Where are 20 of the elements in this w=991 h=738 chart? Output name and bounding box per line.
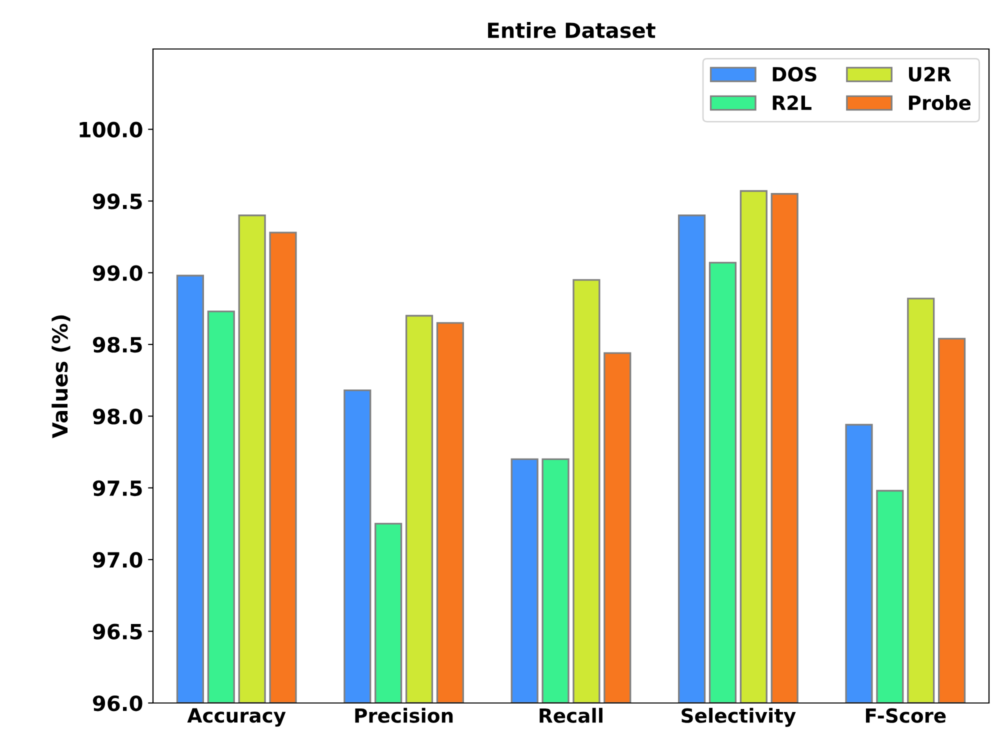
legend-label: DOS [772, 66, 816, 82]
y-tick-label: 98.0 [92, 408, 142, 424]
x-tick-label: Recall [540, 708, 602, 723]
legend-label: R2L [772, 95, 812, 110]
y-tick-label: 97.0 [92, 552, 142, 568]
y-axis-title: Values (%) [52, 315, 70, 438]
y-tick-label: 96.5 [92, 624, 142, 640]
x-tick-label: Precision [355, 708, 453, 723]
legend-label: U2R [908, 66, 952, 82]
y-tick-label: 97.5 [92, 480, 142, 496]
x-tick-label: Selectivity [682, 708, 796, 727]
y-tick-label: 99.0 [92, 265, 142, 281]
y-tick-label: 96.0 [92, 695, 142, 712]
y-tick-label: 100.0 [80, 122, 142, 138]
y-tick-label: 98.5 [92, 336, 142, 353]
chart-title: Entire Dataset [488, 22, 656, 38]
x-tick-label: F-Score [866, 708, 946, 723]
y-tick-label: 99.5 [92, 194, 142, 210]
legend-label: Probe [908, 95, 971, 110]
x-tick-label: Accuracy [187, 708, 286, 727]
